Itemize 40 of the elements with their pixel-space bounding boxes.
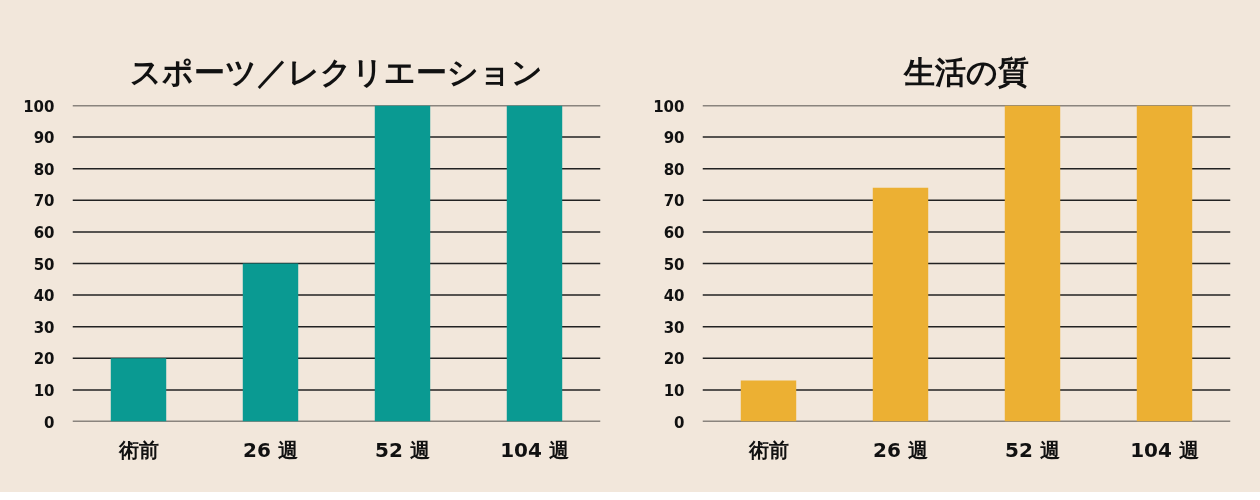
bar <box>110 358 167 422</box>
bar <box>740 380 797 422</box>
x-tick-label: 術前 <box>747 437 789 462</box>
y-tick-label: 80 <box>663 160 685 179</box>
chart-title: スポーツ／レクリエーション <box>130 53 543 90</box>
x-tick-label: 術前 <box>117 437 159 462</box>
y-tick-label: 30 <box>663 318 685 337</box>
y-tick-label: 70 <box>663 192 685 211</box>
x-tick-label: 104 週 <box>500 437 569 462</box>
y-tick-label: 90 <box>33 129 55 148</box>
bar <box>242 263 299 422</box>
x-tick-label: 26 週 <box>873 437 928 462</box>
y-tick-label: 20 <box>33 350 55 369</box>
y-tick-label: 90 <box>663 129 685 148</box>
y-tick-label: 100 <box>23 97 55 116</box>
y-tick-label: 50 <box>663 255 685 274</box>
y-tick-label: 40 <box>663 287 685 306</box>
y-tick-label: 80 <box>33 160 55 179</box>
y-tick-label: 100 <box>653 97 685 116</box>
x-tick-label: 26 週 <box>243 437 298 462</box>
y-tick-label: 50 <box>33 255 55 274</box>
y-tick-label: 70 <box>33 192 55 211</box>
y-tick-label: 20 <box>663 350 685 369</box>
chart-title: 生活の質 <box>903 53 1029 90</box>
bar <box>506 105 563 422</box>
bar <box>1136 105 1193 422</box>
bar <box>1004 105 1061 422</box>
y-tick-label: 10 <box>663 381 685 400</box>
y-tick-label: 0 <box>674 413 685 432</box>
y-tick-label: 30 <box>33 318 55 337</box>
bar <box>872 187 929 422</box>
x-tick-label: 104 週 <box>1130 437 1199 462</box>
x-tick-label: 52 週 <box>375 437 430 462</box>
y-tick-label: 40 <box>33 287 55 306</box>
y-tick-label: 10 <box>33 381 55 400</box>
y-tick-label: 60 <box>663 223 685 242</box>
y-tick-label: 60 <box>33 223 55 242</box>
x-tick-label: 52 週 <box>1005 437 1060 462</box>
y-tick-label: 0 <box>44 413 55 432</box>
bar <box>374 105 431 422</box>
